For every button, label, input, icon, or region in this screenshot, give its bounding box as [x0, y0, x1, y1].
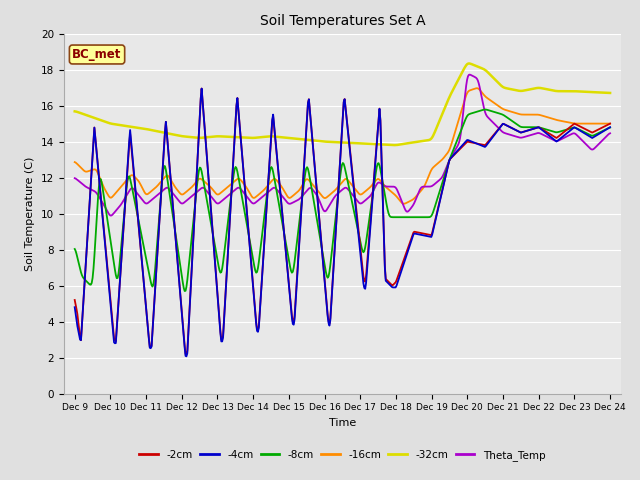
-4cm: [606, 124, 614, 130]
-8cm: [387, 214, 395, 220]
-2cm: [430, 222, 438, 228]
-2cm: [71, 297, 79, 303]
-16cm: [209, 186, 216, 192]
-8cm: [166, 190, 173, 196]
-32cm: [387, 142, 394, 148]
-32cm: [391, 142, 399, 148]
Legend: -2cm, -4cm, -8cm, -16cm, -32cm, Theta_Temp: -2cm, -4cm, -8cm, -16cm, -32cm, Theta_Te…: [135, 445, 550, 465]
-8cm: [481, 107, 489, 112]
-16cm: [606, 120, 614, 126]
Theta_Temp: [107, 213, 115, 218]
-16cm: [400, 201, 408, 207]
Theta_Temp: [476, 84, 483, 90]
-4cm: [476, 142, 483, 148]
Line: Theta_Temp: Theta_Temp: [75, 74, 610, 216]
-8cm: [181, 288, 189, 294]
X-axis label: Time: Time: [329, 418, 356, 428]
-8cm: [209, 233, 217, 239]
-4cm: [315, 210, 323, 216]
-2cm: [476, 141, 483, 147]
-4cm: [71, 304, 79, 310]
Line: -32cm: -32cm: [75, 63, 610, 145]
Line: -16cm: -16cm: [75, 88, 610, 204]
-2cm: [182, 351, 190, 357]
Theta_Temp: [314, 194, 322, 200]
-2cm: [166, 162, 173, 168]
Theta_Temp: [166, 187, 174, 193]
-4cm: [388, 284, 396, 290]
-2cm: [388, 282, 396, 288]
-4cm: [198, 85, 205, 91]
-16cm: [473, 85, 481, 91]
Theta_Temp: [466, 72, 474, 77]
-32cm: [166, 131, 173, 137]
-16cm: [476, 87, 483, 93]
-16cm: [313, 187, 321, 192]
-4cm: [211, 249, 218, 254]
-4cm: [430, 224, 438, 229]
-8cm: [429, 209, 437, 215]
-32cm: [71, 108, 79, 114]
-8cm: [475, 108, 483, 114]
-16cm: [166, 175, 173, 180]
Theta_Temp: [387, 184, 395, 190]
-2cm: [198, 85, 205, 91]
-32cm: [313, 138, 321, 144]
-16cm: [387, 188, 394, 193]
-32cm: [606, 90, 614, 96]
-16cm: [71, 159, 79, 165]
Theta_Temp: [71, 175, 79, 181]
-32cm: [476, 64, 483, 70]
-2cm: [606, 120, 614, 126]
Title: Soil Temperatures Set A: Soil Temperatures Set A: [260, 14, 425, 28]
Text: BC_met: BC_met: [72, 48, 122, 61]
-2cm: [315, 209, 323, 215]
Theta_Temp: [606, 131, 614, 136]
-8cm: [71, 246, 79, 252]
-16cm: [429, 165, 437, 170]
-32cm: [465, 60, 473, 66]
-8cm: [606, 125, 614, 131]
Theta_Temp: [209, 196, 217, 202]
Line: -2cm: -2cm: [75, 88, 610, 354]
-4cm: [182, 353, 190, 359]
Theta_Temp: [429, 182, 437, 188]
-32cm: [209, 134, 216, 140]
Y-axis label: Soil Temperature (C): Soil Temperature (C): [26, 156, 35, 271]
-2cm: [211, 247, 218, 253]
-8cm: [314, 222, 322, 228]
-32cm: [429, 133, 437, 139]
-4cm: [166, 162, 173, 168]
Line: -4cm: -4cm: [75, 88, 610, 356]
Line: -8cm: -8cm: [75, 109, 610, 291]
